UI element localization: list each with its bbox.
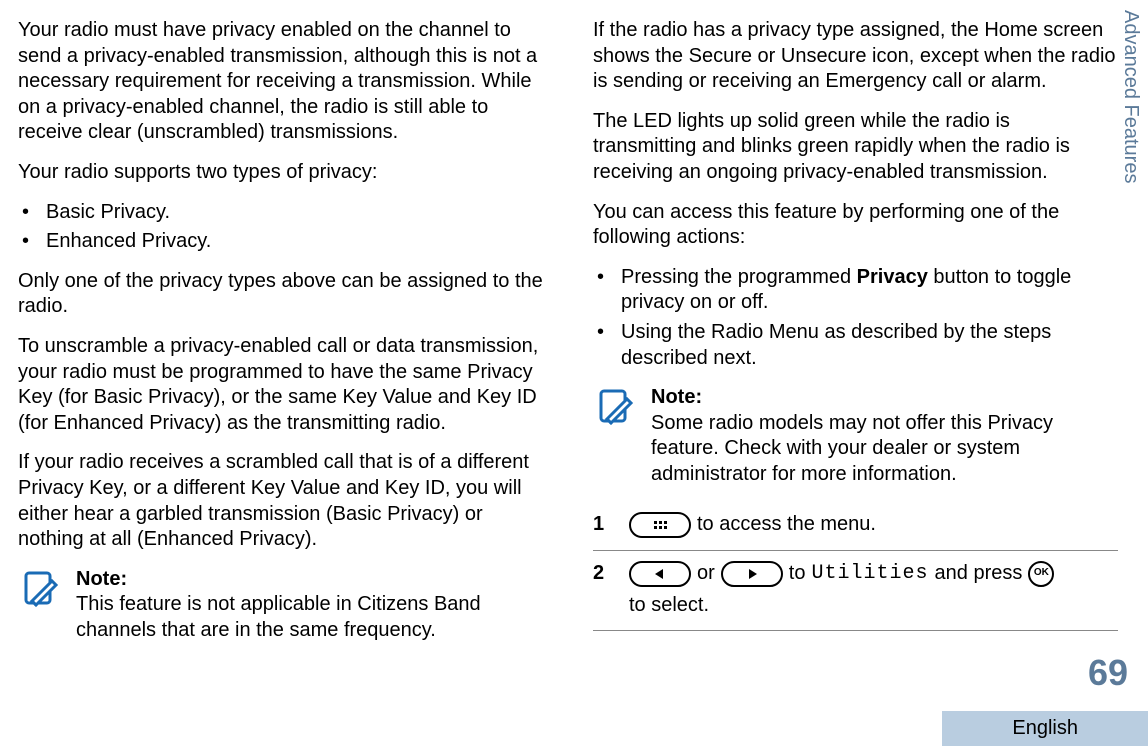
text: Pressing the programmed <box>621 266 857 288</box>
step-1: 1 to access the menu. <box>593 502 1118 551</box>
step-2: 2 or to Utilities and press OK to select… <box>593 551 1118 632</box>
note-block: Note: Some radio models may not offer th… <box>593 385 1118 487</box>
note-icon <box>18 567 62 619</box>
step-body: to access the menu. <box>629 512 1118 538</box>
menu-item-utilities: Utilities <box>811 561 928 587</box>
note-title: Note: <box>76 568 127 590</box>
paragraph: If the radio has a privacy type assigned… <box>593 18 1118 95</box>
note-block: Note: This feature is not applicable in … <box>18 567 543 644</box>
step-body: or to Utilities and press OK to select. <box>629 561 1118 619</box>
page-content: Your radio must have privacy enabled on … <box>0 0 1148 657</box>
text: Using the Radio Menu as described by the… <box>621 321 1051 369</box>
text: to access the menu. <box>697 512 876 538</box>
paragraph: Only one of the privacy types above can … <box>18 269 543 320</box>
page-number: 69 <box>1088 652 1128 694</box>
text: or <box>697 561 715 587</box>
note-title: Note: <box>651 386 702 408</box>
note-body: This feature is not applicable in Citize… <box>76 593 481 641</box>
list-item: Pressing the programmed Privacy button t… <box>593 265 1118 316</box>
paragraph: Your radio must have privacy enabled on … <box>18 18 543 146</box>
list-item: Basic Privacy. <box>18 200 543 226</box>
paragraph: To unscramble a privacy-enabled call or … <box>18 334 543 436</box>
right-column: If the radio has a privacy type assigned… <box>593 18 1118 657</box>
privacy-types-list: Basic Privacy. Enhanced Privacy. <box>18 200 543 255</box>
right-button-icon <box>721 561 783 587</box>
paragraph: You can access this feature by performin… <box>593 200 1118 251</box>
note-body: Some radio models may not offer this Pri… <box>651 412 1053 485</box>
text-bold: Privacy <box>857 266 928 288</box>
text: to <box>789 561 806 587</box>
actions-list: Pressing the programmed Privacy button t… <box>593 265 1118 371</box>
language-label: English <box>942 711 1148 746</box>
text: to select. <box>629 593 709 619</box>
section-label: Advanced Features <box>1119 10 1142 183</box>
note-text: Note: Some radio models may not offer th… <box>651 385 1118 487</box>
paragraph: If your radio receives a scrambled call … <box>18 450 543 552</box>
list-item: Enhanced Privacy. <box>18 229 543 255</box>
step-number: 1 <box>593 512 611 538</box>
grid-icon <box>654 521 667 529</box>
text: and press <box>935 561 1023 587</box>
left-column: Your radio must have privacy enabled on … <box>18 18 543 657</box>
menu-button-icon <box>629 512 691 538</box>
note-icon <box>593 385 637 437</box>
paragraph: Your radio supports two types of privacy… <box>18 160 543 186</box>
left-button-icon <box>629 561 691 587</box>
list-item: Using the Radio Menu as described by the… <box>593 320 1118 371</box>
step-number: 2 <box>593 561 611 587</box>
note-text: Note: This feature is not applicable in … <box>76 567 543 644</box>
paragraph: The LED lights up solid green while the … <box>593 109 1118 186</box>
ok-button-icon: OK <box>1028 561 1054 587</box>
